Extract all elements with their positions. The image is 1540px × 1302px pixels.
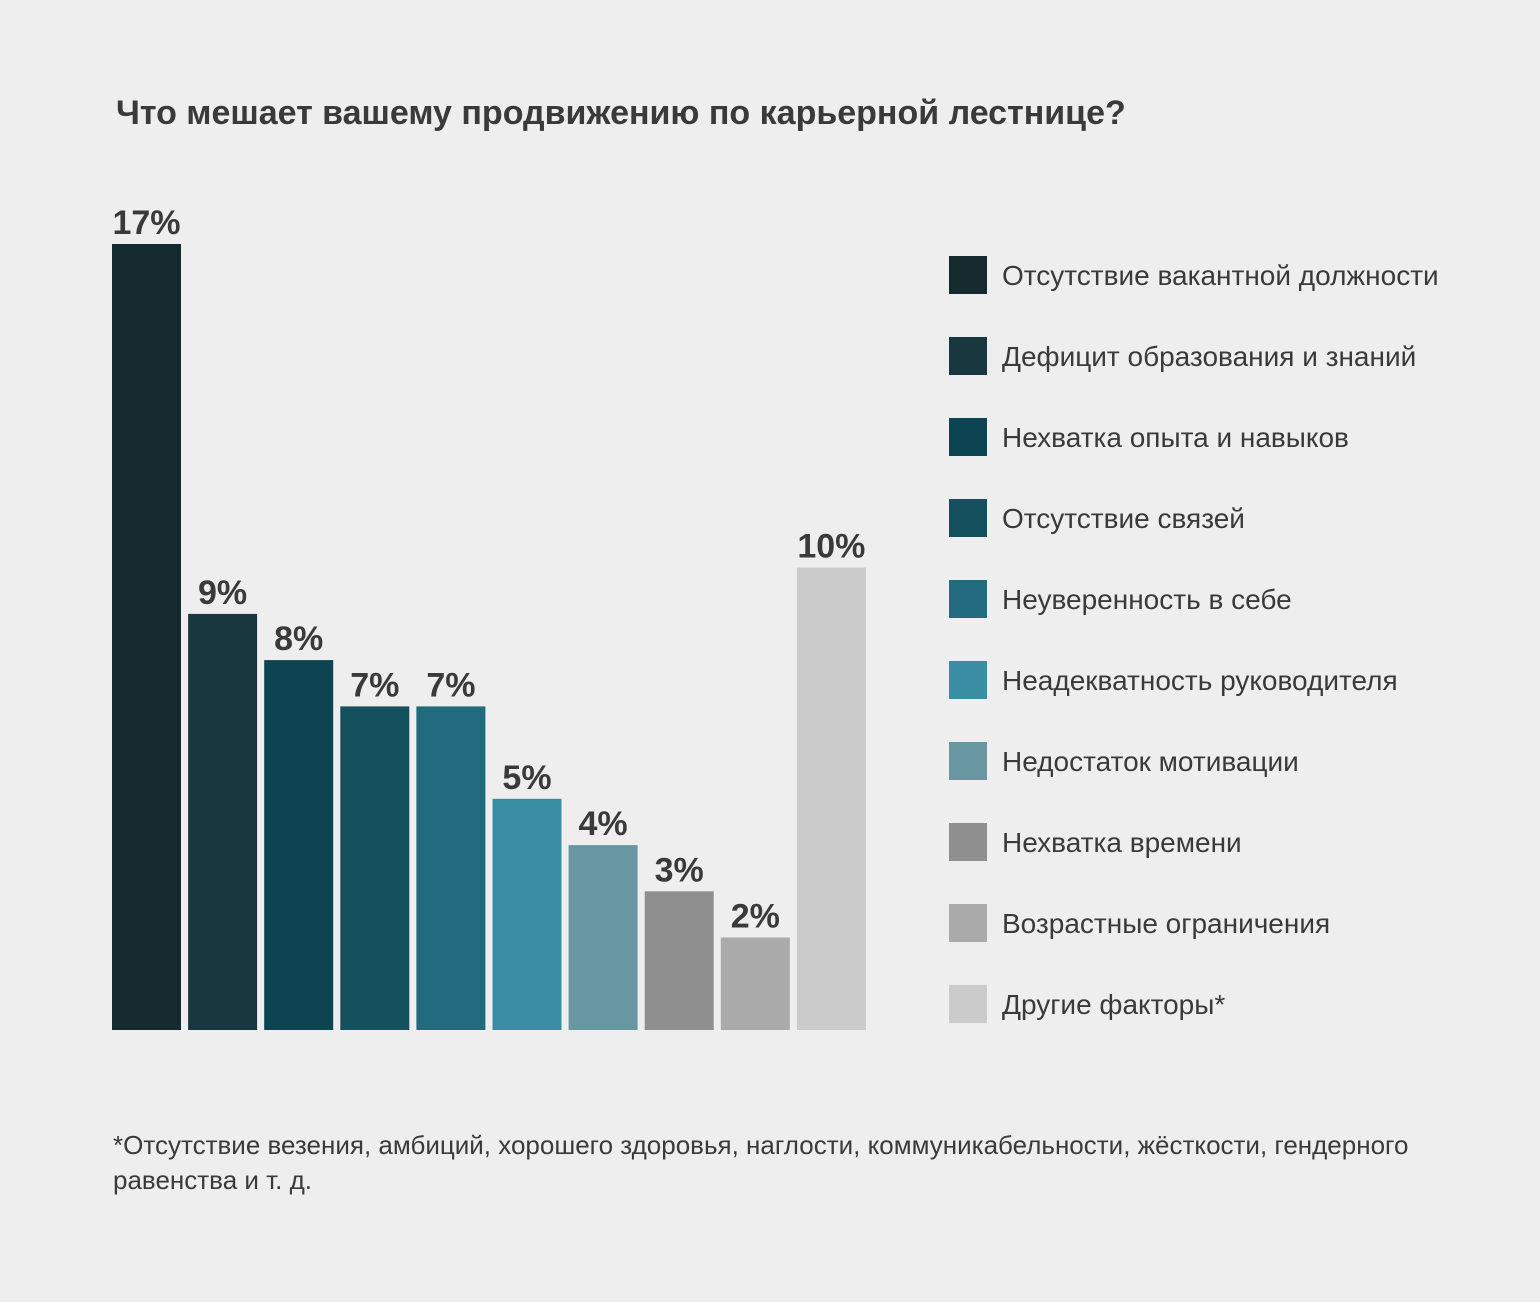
bar-value-label-10: 10% [797,528,865,566]
bar-7 [568,845,638,1030]
legend-swatch [949,499,987,537]
legend-label: Отсутствие связей [1002,503,1245,534]
bar-value-label-5: 7% [426,666,475,704]
legend-item: Отсутствие вакантной должности [949,256,1529,337]
legend-swatch [949,580,987,618]
legend-item: Дефицит образования и знаний [949,337,1529,418]
legend-swatch [949,823,987,861]
bar-6 [492,798,562,1030]
chart-title: Что мешает вашему продвижению по карьерн… [116,94,1126,132]
bar-value-label-7: 4% [579,805,628,843]
legend-item: Неадекватность руководителя [949,661,1529,742]
legend-label: Другие факторы* [1002,989,1226,1020]
legend-label: Возрастные ограничения [1002,908,1331,939]
bar-2 [188,613,258,1030]
legend-item: Недостаток мотивации [949,742,1529,823]
legend-swatch [949,661,987,699]
legend-label: Дефицит образования и знаний [1002,341,1417,372]
legend-swatch [949,904,987,942]
bar-8 [644,891,714,1030]
chart-legend: Отсутствие вакантной должности Дефицит об… [949,256,1529,1066]
legend-swatch [949,256,987,294]
legend-swatch [949,337,987,375]
legend-swatch [949,742,987,780]
bar-4 [340,706,410,1030]
bar-9 [720,937,790,1030]
bar-1 [112,244,181,1030]
legend-label: Неуверенность в себе [1002,584,1292,615]
chart-footnote: *Отсутствие везения, амбиций, хорошего з… [113,1130,1409,1195]
legend-item: Другие факторы* [949,985,1529,1066]
legend-label: Недостаток мотивации [1002,746,1299,777]
legend-item: Нехватка опыта и навыков [949,418,1529,499]
legend-label: Отсутствие вакантной должности [1002,260,1439,291]
bar-3 [264,660,334,1030]
legend-swatch [949,985,987,1023]
bar-value-label-4: 7% [350,666,399,704]
legend-item: Нехватка времени [949,823,1529,904]
legend-item: Отсутствие связей [949,499,1529,580]
legend-item: Неуверенность в себе [949,580,1529,661]
bar-value-label-1: 17% [112,204,180,242]
legend-swatch [949,418,987,456]
legend-label: Неадекватность руководителя [1002,665,1398,696]
legend-label: Нехватка времени [1002,827,1242,858]
bar-value-label-2: 9% [198,574,247,612]
bar-chart: 17% 9% 8% 7% 7% 5% 4% 3% 2% 10% [112,204,866,1030]
bar-value-label-3: 8% [274,620,323,658]
legend-item: Возрастные ограничения [949,904,1529,985]
bar-value-label-6: 5% [502,759,551,797]
bar-value-label-8: 3% [655,851,704,889]
bar-value-label-9: 2% [731,898,780,936]
legend-label: Нехватка опыта и навыков [1002,422,1349,453]
bar-10 [796,567,866,1030]
bar-5 [416,706,486,1030]
